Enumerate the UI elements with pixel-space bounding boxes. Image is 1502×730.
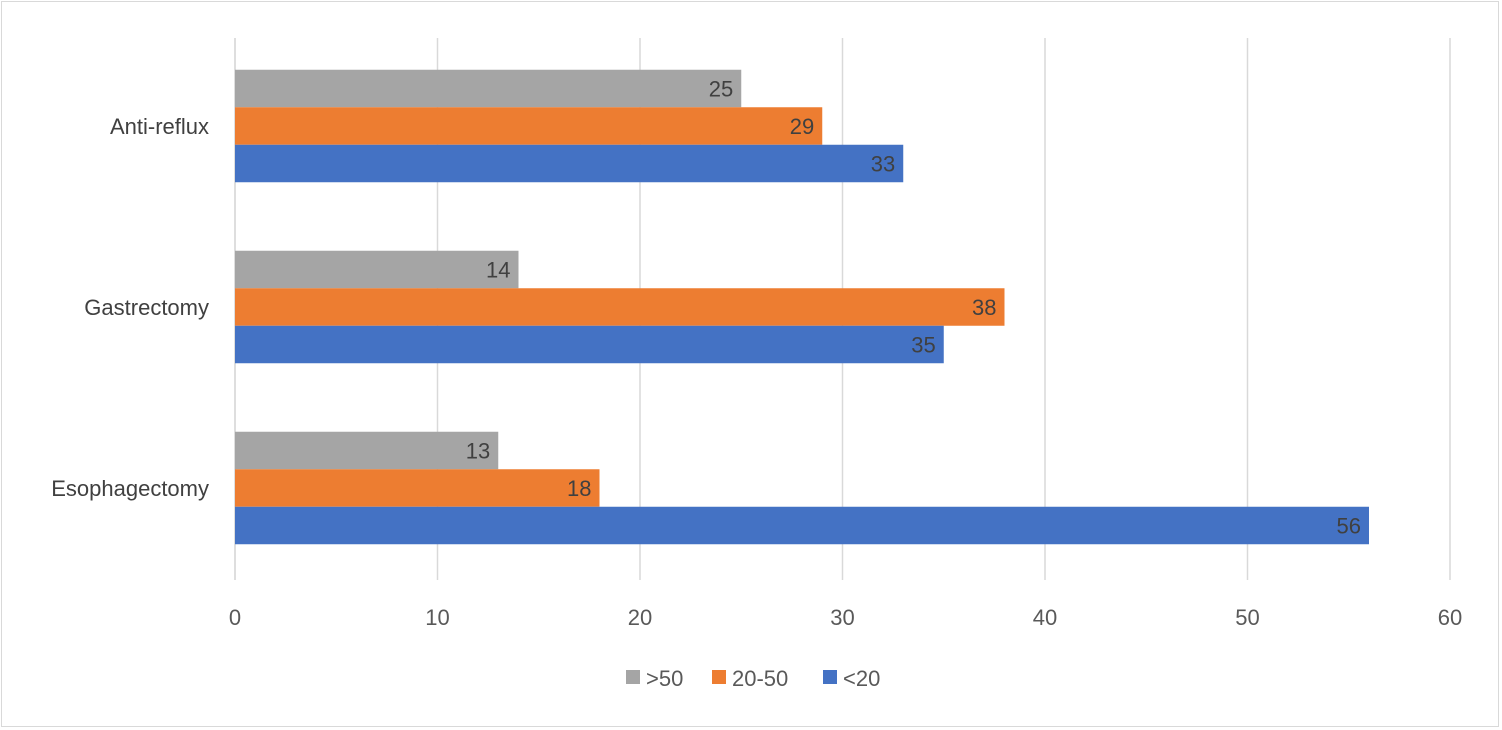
- bar: [235, 107, 823, 145]
- bar: [235, 288, 1005, 326]
- x-tick-label: 20: [628, 605, 652, 630]
- category-labels: Anti-reflux Gastrectomy Esophagectomy: [51, 114, 209, 501]
- bar: [235, 469, 600, 507]
- legend-swatch: [712, 670, 726, 684]
- bar: [235, 325, 944, 364]
- x-tick-label: 10: [425, 605, 449, 630]
- x-tick-label: 40: [1033, 605, 1057, 630]
- legend-label: 20-50: [732, 666, 788, 691]
- data-label: 38: [972, 295, 996, 320]
- bar: [235, 250, 519, 289]
- legend-swatch: [626, 670, 640, 684]
- category-label: Gastrectomy: [84, 295, 209, 320]
- data-label: 25: [709, 77, 733, 102]
- legend-swatch: [823, 670, 837, 684]
- legend: >50 20-50 <20: [626, 666, 880, 691]
- data-labels: 25 29 33 14 38 35 13 18 56: [466, 77, 1361, 539]
- bar: [235, 69, 742, 108]
- legend-label: >50: [646, 666, 683, 691]
- legend-label: <20: [843, 666, 880, 691]
- data-label: 35: [911, 333, 935, 358]
- bar: [235, 144, 904, 183]
- bars: [235, 69, 1369, 545]
- data-label: 33: [871, 152, 895, 177]
- x-axis-tick-labels: 0 10 20 30 40 50 60: [229, 605, 1462, 630]
- category-label: Anti-reflux: [110, 114, 209, 139]
- data-label: 18: [567, 476, 591, 501]
- x-tick-label: 60: [1438, 605, 1462, 630]
- data-label: 56: [1337, 514, 1361, 539]
- data-label: 13: [466, 439, 490, 464]
- bar: [235, 431, 499, 470]
- bar: [235, 506, 1369, 545]
- category-label: Esophagectomy: [51, 476, 209, 501]
- data-label: 14: [486, 258, 510, 283]
- x-tick-label: 0: [229, 605, 241, 630]
- x-tick-label: 30: [830, 605, 854, 630]
- data-label: 29: [790, 114, 814, 139]
- x-tick-label: 50: [1235, 605, 1259, 630]
